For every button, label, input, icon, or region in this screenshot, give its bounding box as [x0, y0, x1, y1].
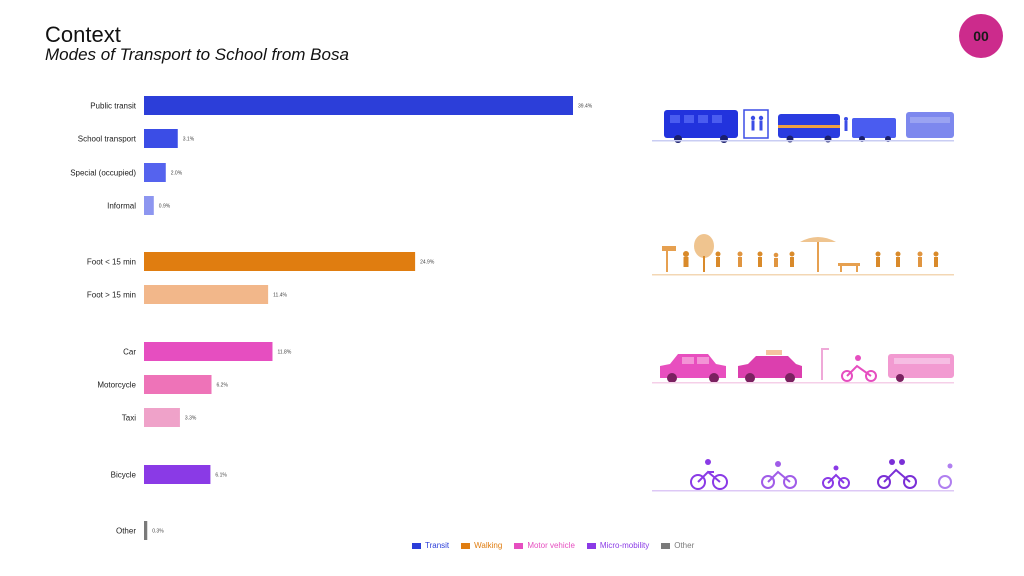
value-label-school-transport: 3.1% — [183, 137, 195, 143]
value-label-special-occupied: 2.0% — [171, 171, 183, 177]
page-title: Context — [45, 22, 121, 47]
legend-label-transit: Transit — [425, 541, 450, 550]
category-label-informal: Informal — [107, 202, 136, 211]
value-label-bicycle: 6.1% — [215, 473, 227, 479]
motor-vehicle-illustration — [652, 344, 954, 386]
legend-item-transit: Transit — [412, 541, 449, 550]
category-label-public-transit: Public transit — [90, 102, 137, 111]
legend-item-motor-vehicle: Motor vehicle — [514, 541, 575, 550]
category-label-foot-15-min: Foot < 15 min — [87, 258, 136, 267]
category-label-foot-15-min: Foot > 15 min — [87, 291, 136, 300]
legend-swatch-other — [661, 542, 671, 549]
legend-label-motor-vehicle: Motor vehicle — [527, 541, 575, 550]
legend-swatch-walking — [461, 542, 471, 549]
category-label-taxi: Taxi — [122, 414, 136, 423]
value-label-taxi: 3.3% — [185, 416, 197, 422]
bar-special-occupied — [144, 163, 166, 182]
value-label-foot-15-min: 24.9% — [420, 260, 435, 266]
category-label-bicycle: Bicycle — [111, 471, 137, 480]
legend-item-walking: Walking — [461, 541, 502, 550]
value-label-motorcycle: 6.2% — [217, 383, 229, 389]
bar-foot-15-min — [144, 252, 416, 271]
legend-label-micro-mobility: Micro-mobility — [599, 541, 650, 550]
bar-bicycle — [144, 465, 211, 484]
value-label-informal: 0.9% — [159, 204, 171, 210]
value-label-other: 0.3% — [152, 529, 164, 535]
walking-illustration — [652, 232, 954, 278]
legend-swatch-transit — [412, 542, 421, 549]
legend-label-walking: Walking — [474, 541, 503, 550]
bar-public-transit — [144, 96, 573, 115]
bar-foot-15-min — [144, 285, 269, 304]
chart-legend: Transit Walking Motor vehicle Micro-mobilit… — [412, 541, 694, 550]
bar-informal — [144, 196, 154, 215]
legend-item-micro-mobility: Micro-mobility — [586, 541, 650, 550]
page-number-badge: 00 — [959, 14, 1003, 58]
legend-swatch-motor-vehicle — [514, 542, 524, 549]
category-label-motorcycle: Motorcycle — [97, 381, 136, 390]
transit-illustration — [652, 104, 954, 146]
bar-chart: Public transit 39.4% School transport 3.1% S… — [70, 96, 593, 540]
category-label-school-transport: School transport — [78, 135, 137, 144]
value-label-public-transit: 39.4% — [578, 104, 593, 110]
legend-item-other: Other — [661, 541, 694, 550]
category-label-other: Other — [116, 527, 136, 536]
category-label-car: Car — [123, 348, 136, 357]
value-label-car: 11.8% — [277, 350, 291, 356]
bar-school-transport — [144, 129, 178, 148]
category-label-special-occupied: Special (occupied) — [70, 169, 136, 178]
bar-taxi — [144, 408, 180, 427]
legend-label-other: Other — [674, 541, 695, 550]
bar-car — [144, 342, 273, 361]
bar-motorcycle — [144, 375, 212, 394]
bar-other — [144, 521, 148, 540]
page-subtitle: Modes of Transport to School from Bosa — [45, 45, 349, 64]
micro-mobility-illustration — [652, 456, 954, 496]
value-label-foot-15-min: 11.4% — [273, 293, 287, 299]
legend-swatch-micro-mobility — [586, 542, 596, 549]
